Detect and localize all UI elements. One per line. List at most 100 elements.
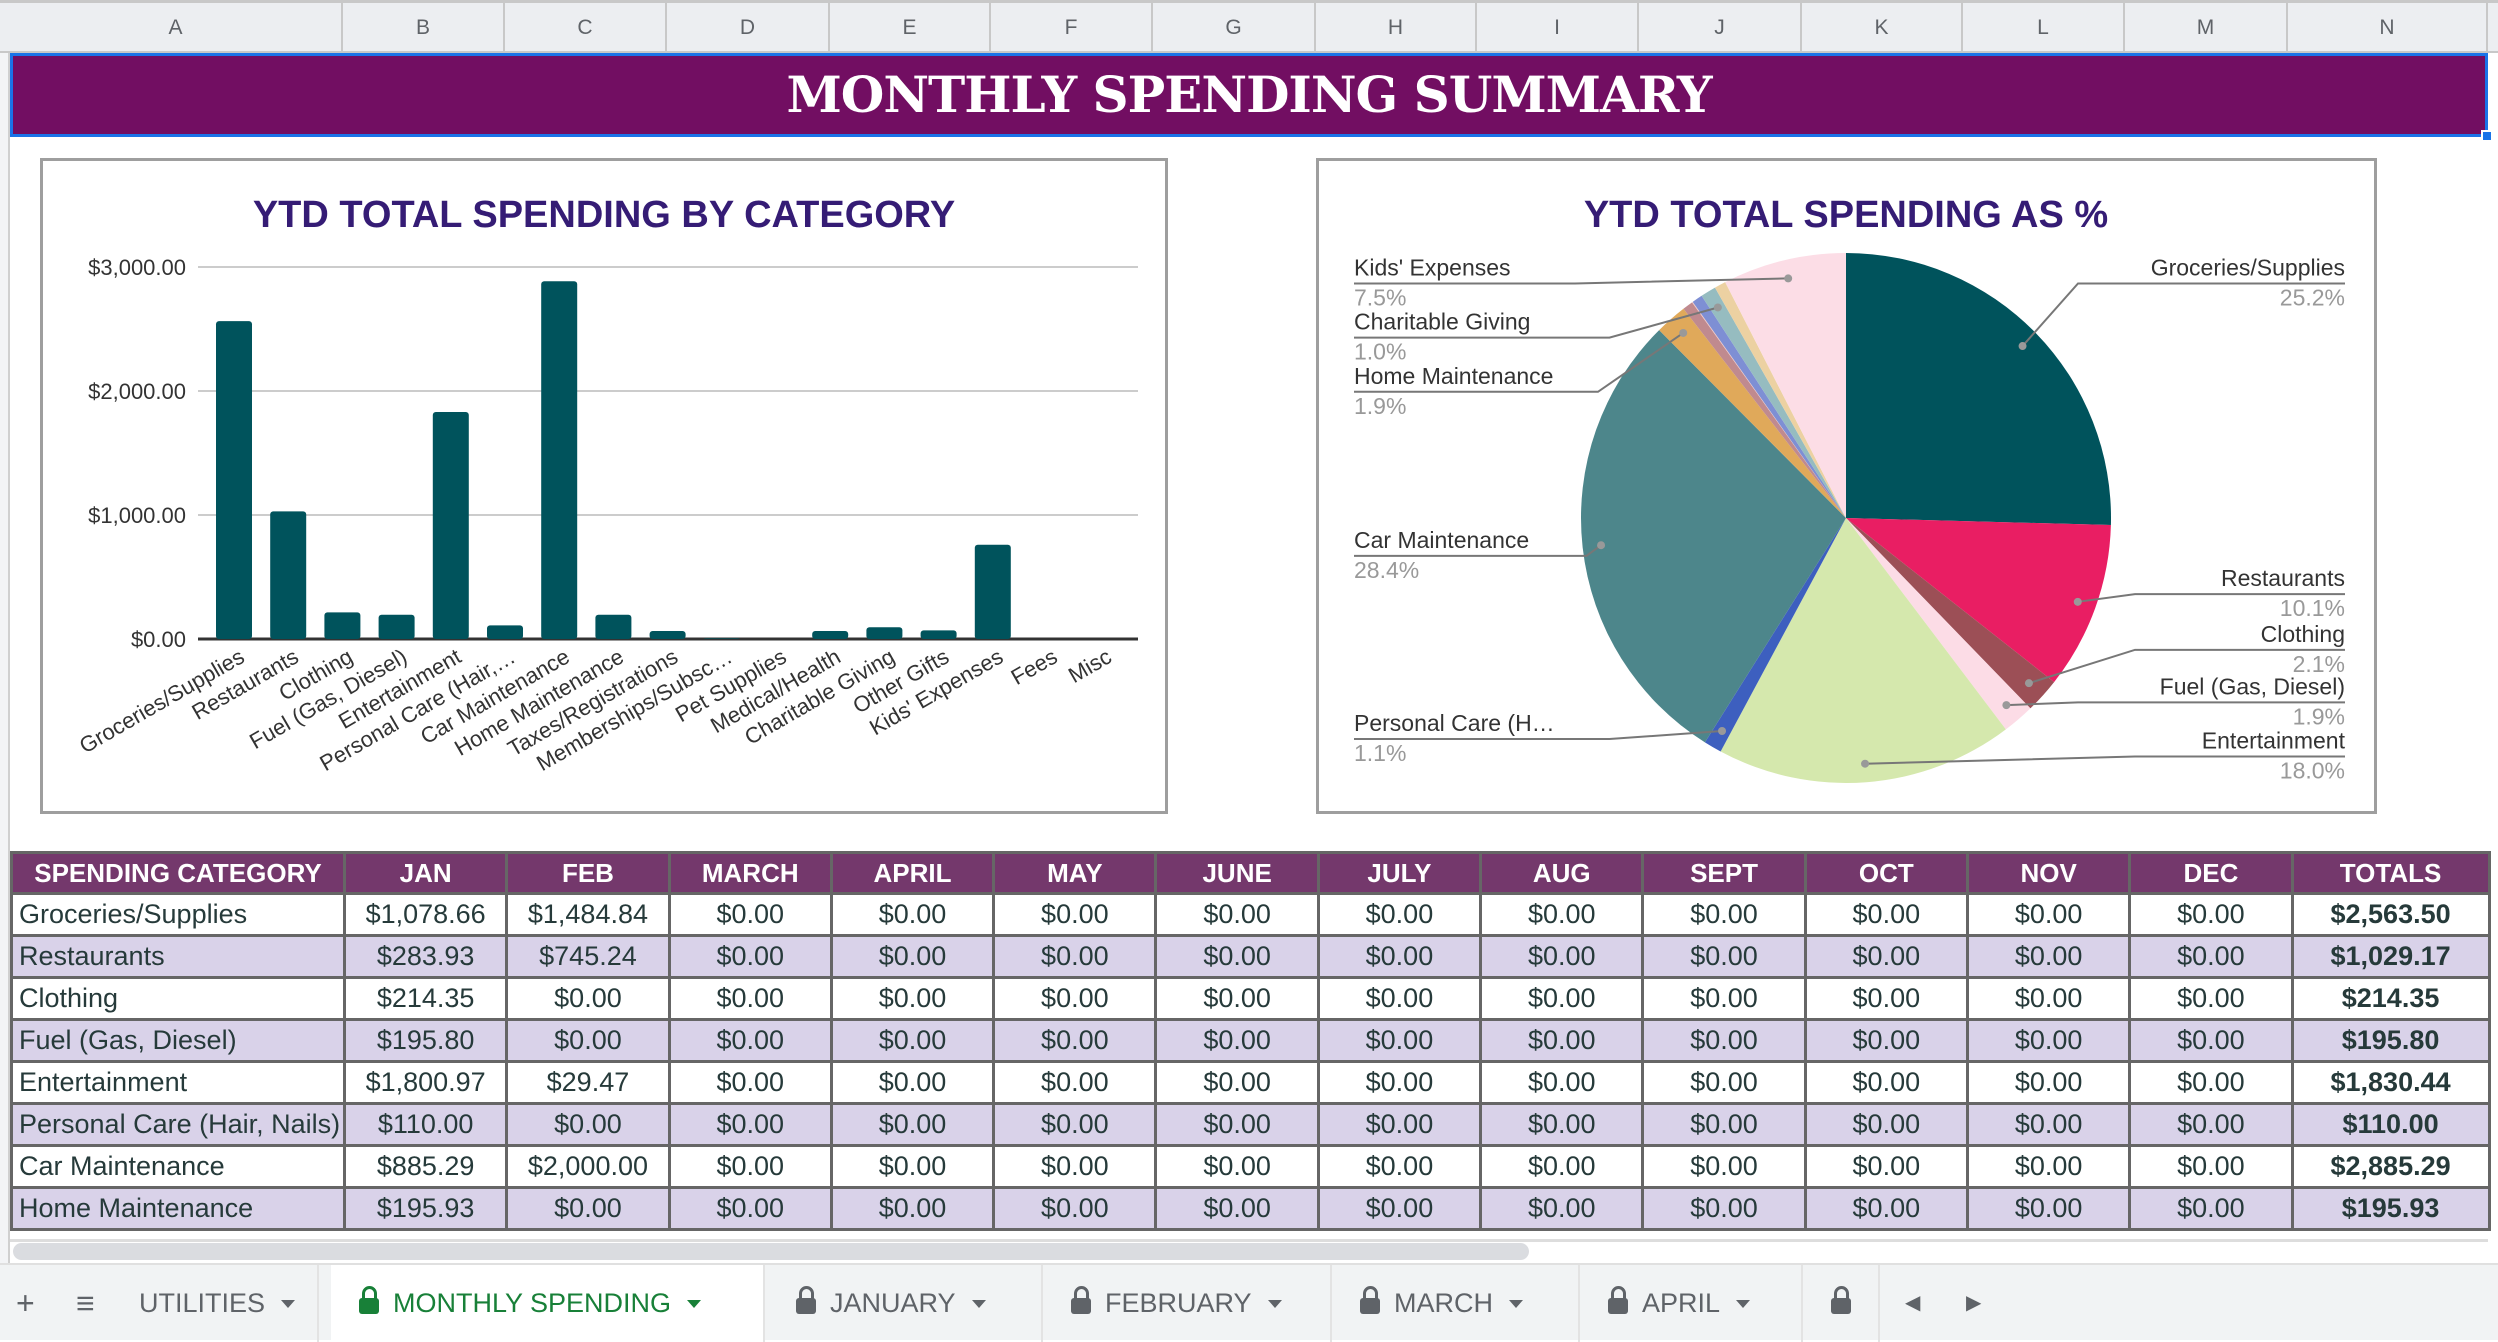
month-cell[interactable]: $0.00 — [667, 892, 833, 937]
category-cell[interactable]: Groceries/Supplies — [10, 892, 346, 937]
month-cell[interactable]: $0.00 — [1316, 1018, 1483, 1063]
month-cell[interactable]: $0.00 — [829, 1102, 996, 1147]
month-cell[interactable]: $1,078.66 — [342, 892, 509, 937]
month-cell[interactable]: $0.00 — [2128, 934, 2294, 979]
month-cell[interactable]: $0.00 — [1641, 892, 1807, 937]
month-cell[interactable]: $0.00 — [1965, 1186, 2132, 1231]
month-cell[interactable]: $1,800.97 — [342, 1060, 509, 1105]
column-header-i[interactable]: I — [1477, 3, 1639, 53]
sheet-tab-february[interactable]: FEBRUARY — [1043, 1265, 1332, 1342]
month-cell[interactable]: $195.80 — [342, 1018, 509, 1063]
column-header-g[interactable]: G — [1153, 3, 1316, 53]
column-header-j[interactable]: J — [1639, 3, 1802, 53]
month-cell[interactable]: $110.00 — [342, 1102, 509, 1147]
month-cell[interactable]: $0.00 — [1803, 892, 1969, 937]
month-cell[interactable]: $0.00 — [1316, 1102, 1483, 1147]
pie-slice[interactable] — [1714, 282, 1846, 518]
column-header-cell[interactable]: AUG — [1479, 851, 1645, 895]
pie-slice[interactable] — [1720, 518, 2006, 784]
month-cell[interactable]: $0.00 — [1154, 1060, 1320, 1105]
bar[interactable] — [378, 614, 415, 639]
pie-slice[interactable] — [1704, 518, 1846, 752]
month-cell[interactable]: $0.00 — [992, 1102, 1158, 1147]
total-cell[interactable]: $214.35 — [2290, 976, 2491, 1021]
sheet-tab-april[interactable]: APRIL — [1580, 1265, 1803, 1342]
horizontal-scrollbar[interactable] — [13, 1243, 1529, 1260]
month-cell[interactable]: $0.00 — [829, 1144, 996, 1189]
column-header-cell[interactable]: JULY — [1316, 851, 1483, 895]
bar[interactable] — [487, 625, 523, 639]
month-cell[interactable]: $0.00 — [1641, 1102, 1807, 1147]
category-cell[interactable]: Entertainment — [10, 1060, 346, 1105]
month-cell[interactable]: $1,484.84 — [505, 892, 671, 937]
month-cell[interactable]: $0.00 — [667, 1186, 833, 1231]
month-cell[interactable]: $0.00 — [1803, 1102, 1969, 1147]
month-cell[interactable]: $0.00 — [2128, 1102, 2294, 1147]
total-cell[interactable]: $1,029.17 — [2290, 934, 2491, 979]
column-header-f[interactable]: F — [991, 3, 1153, 53]
month-cell[interactable]: $0.00 — [1965, 976, 2132, 1021]
month-cell[interactable]: $0.00 — [1803, 976, 1969, 1021]
month-cell[interactable]: $214.35 — [342, 976, 509, 1021]
column-header-cell[interactable]: NOV — [1965, 851, 2132, 895]
sheet-tab-monthly-spending[interactable]: MONTHLY SPENDING — [331, 1265, 765, 1342]
category-cell[interactable]: Personal Care (Hair, Nails) — [10, 1102, 346, 1147]
month-cell[interactable]: $0.00 — [1154, 892, 1320, 937]
month-cell[interactable]: $0.00 — [1965, 1060, 2132, 1105]
scroll-tabs-left-icon[interactable]: ◀ — [1905, 1292, 1921, 1314]
month-cell[interactable]: $0.00 — [1803, 1186, 1969, 1231]
chevron-down-icon[interactable] — [281, 1300, 296, 1308]
total-cell[interactable]: $2,885.29 — [2290, 1144, 2491, 1189]
category-cell[interactable]: Home Maintenance — [10, 1186, 346, 1231]
column-header-d[interactable]: D — [667, 3, 830, 53]
column-header-cell[interactable]: DEC — [2128, 851, 2294, 895]
month-cell[interactable]: $0.00 — [2128, 976, 2294, 1021]
month-cell[interactable]: $0.00 — [992, 1186, 1158, 1231]
month-cell[interactable]: $0.00 — [1479, 1060, 1645, 1105]
total-cell[interactable]: $1,830.44 — [2290, 1060, 2491, 1105]
month-cell[interactable]: $0.00 — [1641, 976, 1807, 1021]
month-cell[interactable]: $0.00 — [1479, 1186, 1645, 1231]
month-cell[interactable]: $0.00 — [1479, 1018, 1645, 1063]
column-header-h[interactable]: H — [1316, 3, 1477, 53]
month-cell[interactable]: $0.00 — [1803, 1144, 1969, 1189]
column-header-cell[interactable]: MARCH — [667, 851, 833, 895]
bar[interactable] — [270, 511, 307, 639]
bar[interactable] — [432, 412, 469, 639]
column-header-cell[interactable]: APRIL — [829, 851, 996, 895]
month-cell[interactable]: $885.29 — [342, 1144, 509, 1189]
column-header-cell[interactable]: JAN — [342, 851, 509, 895]
month-cell[interactable]: $0.00 — [1316, 892, 1483, 937]
month-cell[interactable]: $0.00 — [1965, 892, 2132, 937]
bar[interactable] — [324, 612, 361, 639]
selection-fill-handle[interactable] — [2481, 130, 2493, 142]
bar[interactable] — [920, 630, 957, 639]
month-cell[interactable]: $0.00 — [1154, 976, 1320, 1021]
month-cell[interactable]: $0.00 — [1803, 934, 1969, 979]
month-cell[interactable]: $0.00 — [1641, 1186, 1807, 1231]
month-cell[interactable]: $0.00 — [505, 976, 671, 1021]
month-cell[interactable]: $0.00 — [1803, 1060, 1969, 1105]
month-cell[interactable]: $0.00 — [1154, 1186, 1320, 1231]
column-header-b[interactable]: B — [343, 3, 505, 53]
month-cell[interactable]: $0.00 — [992, 1018, 1158, 1063]
month-cell[interactable]: $0.00 — [2128, 1018, 2294, 1063]
month-cell[interactable]: $0.00 — [829, 1060, 996, 1105]
month-cell[interactable]: $0.00 — [667, 1018, 833, 1063]
month-cell[interactable]: $0.00 — [2128, 1060, 2294, 1105]
column-header-cell[interactable]: JUNE — [1154, 851, 1320, 895]
month-cell[interactable]: $0.00 — [1965, 1018, 2132, 1063]
month-cell[interactable]: $0.00 — [2128, 892, 2294, 937]
sheet-tab-locked[interactable] — [1803, 1265, 1880, 1342]
chevron-down-icon[interactable] — [1736, 1300, 1751, 1308]
month-cell[interactable]: $0.00 — [1641, 1060, 1807, 1105]
month-cell[interactable]: $0.00 — [505, 1186, 671, 1231]
month-cell[interactable]: $745.24 — [505, 934, 671, 979]
pie-chart[interactable]: YTD TOTAL SPENDING AS % Groceries/Supplie… — [1316, 158, 2377, 814]
column-header-l[interactable]: L — [1963, 3, 2125, 53]
column-header-c[interactable]: C — [505, 3, 667, 53]
month-cell[interactable]: $195.93 — [342, 1186, 509, 1231]
month-cell[interactable]: $0.00 — [1479, 1144, 1645, 1189]
pie-slice[interactable] — [1846, 518, 2111, 683]
bar-chart[interactable]: YTD TOTAL SPENDING BY CATEGORY $0.00 $1,00… — [40, 158, 1168, 814]
